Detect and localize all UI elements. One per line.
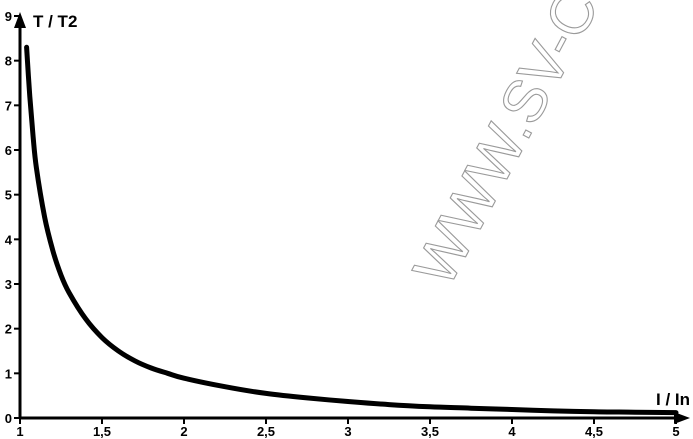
y-tick-label: 4 xyxy=(5,232,13,247)
y-axis-arrow xyxy=(14,12,26,28)
x-tick-label: 4,5 xyxy=(585,424,603,439)
x-axis-title: I / In xyxy=(656,390,690,409)
x-axis-arrow xyxy=(674,412,690,424)
y-axis-title: T / T2 xyxy=(33,12,77,31)
series-line xyxy=(24,44,679,416)
y-tick-label: 6 xyxy=(5,143,12,158)
y-tick-label: 8 xyxy=(5,54,12,69)
y-tick-label: 0 xyxy=(5,411,12,426)
y-tick-label: 7 xyxy=(5,98,12,113)
x-tick-label: 4 xyxy=(508,424,516,439)
y-tick-label: 9 xyxy=(5,9,12,24)
x-tick-label: 1 xyxy=(16,424,23,439)
y-tick-label: 5 xyxy=(5,188,12,203)
y-tick-label: 2 xyxy=(5,322,12,337)
x-tick-label: 1,5 xyxy=(93,424,111,439)
y-tick-label: 3 xyxy=(5,277,12,292)
series xyxy=(24,44,679,416)
watermark: WWW.SV-C xyxy=(400,0,611,296)
x-tick-label: 3,5 xyxy=(421,424,439,439)
x-tick-label: 3 xyxy=(344,424,351,439)
x-tick-label: 2,5 xyxy=(257,424,275,439)
axes xyxy=(14,12,690,424)
x-tick-label: 5 xyxy=(672,424,679,439)
y-tick-label: 1 xyxy=(5,366,12,381)
x-tick-label: 2 xyxy=(180,424,187,439)
